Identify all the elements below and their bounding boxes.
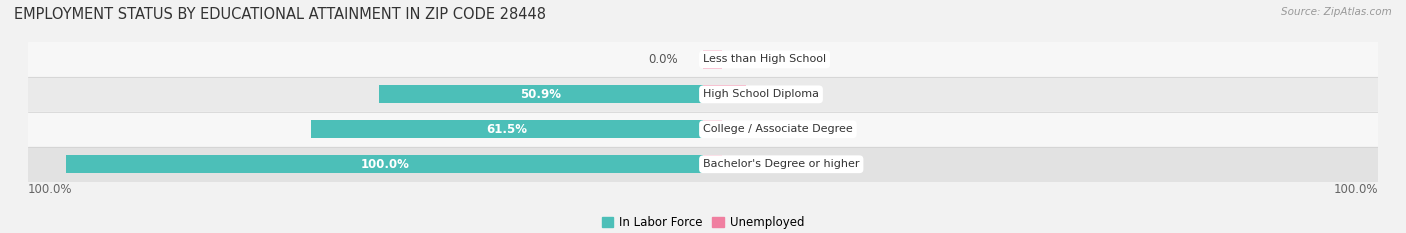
Text: 0.0%: 0.0% <box>735 123 765 136</box>
Bar <box>703 50 723 69</box>
Bar <box>312 120 703 138</box>
Bar <box>28 147 1378 182</box>
Text: 6.8%: 6.8% <box>759 88 789 101</box>
Text: 0.0%: 0.0% <box>735 158 765 171</box>
Text: Source: ZipAtlas.com: Source: ZipAtlas.com <box>1281 7 1392 17</box>
Text: 0.0%: 0.0% <box>735 53 765 66</box>
Bar <box>28 77 1378 112</box>
Text: High School Diploma: High School Diploma <box>703 89 820 99</box>
Bar <box>703 85 747 103</box>
Text: 50.9%: 50.9% <box>520 88 561 101</box>
Text: 100.0%: 100.0% <box>28 183 73 196</box>
Text: 0.0%: 0.0% <box>648 53 678 66</box>
Bar <box>380 85 703 103</box>
Bar <box>28 42 1378 77</box>
Legend: In Labor Force, Unemployed: In Labor Force, Unemployed <box>602 216 804 229</box>
Text: Less than High School: Less than High School <box>703 55 827 64</box>
Text: EMPLOYMENT STATUS BY EDUCATIONAL ATTAINMENT IN ZIP CODE 28448: EMPLOYMENT STATUS BY EDUCATIONAL ATTAINM… <box>14 7 546 22</box>
Text: College / Associate Degree: College / Associate Degree <box>703 124 853 134</box>
Text: 100.0%: 100.0% <box>360 158 409 171</box>
Text: 100.0%: 100.0% <box>1333 183 1378 196</box>
Bar <box>703 120 723 138</box>
Bar <box>703 155 723 173</box>
Bar <box>28 112 1378 147</box>
Text: 61.5%: 61.5% <box>486 123 527 136</box>
Bar <box>66 155 703 173</box>
Text: Bachelor's Degree or higher: Bachelor's Degree or higher <box>703 159 859 169</box>
